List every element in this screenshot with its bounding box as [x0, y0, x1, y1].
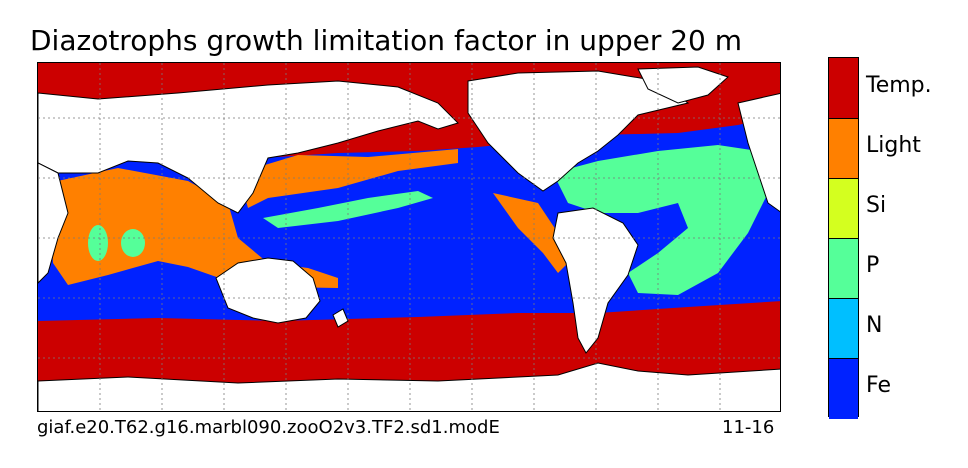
land-eurasia [38, 80, 459, 214]
colorbar-segment-p [829, 238, 858, 299]
run-name-caption: giaf.e20.T62.g16.marbl090.zooO2v3.TF2.sd… [37, 417, 500, 438]
land-greenland [637, 66, 729, 104]
colorbar-segment-n [829, 298, 858, 359]
colorbar-segment-fe [829, 358, 858, 419]
region-p-natl [553, 145, 768, 295]
colorbar-label: Fe [866, 373, 891, 398]
colorbar-label: Temp. [866, 73, 932, 98]
land-europe [737, 92, 780, 213]
land-north-america [467, 70, 690, 192]
colorbar [828, 57, 859, 419]
colorbar-label: Si [866, 193, 887, 218]
colorbar-segment-temp [829, 58, 858, 118]
land-nz [332, 308, 349, 328]
land-antarctica [38, 362, 780, 411]
land-australia [215, 257, 321, 324]
colorbar-segment-si [829, 178, 858, 239]
map-title: Diazotrophs growth limitation factor in … [30, 24, 743, 57]
region-light-indian [48, 168, 338, 288]
region-p-indian-a [88, 225, 108, 261]
colorbar-label: Light [866, 133, 921, 158]
region-light-peru [493, 193, 568, 273]
map-canvas [38, 63, 780, 411]
date-range-caption: 11-16 [722, 417, 775, 438]
colorbar-label: P [866, 253, 880, 278]
region-p-indian-b [121, 229, 145, 257]
colorbar-segment-light [829, 118, 858, 179]
land-south-america [552, 207, 639, 354]
colorbar-label: N [866, 313, 883, 338]
graticule [38, 63, 780, 411]
world-map [37, 62, 781, 412]
